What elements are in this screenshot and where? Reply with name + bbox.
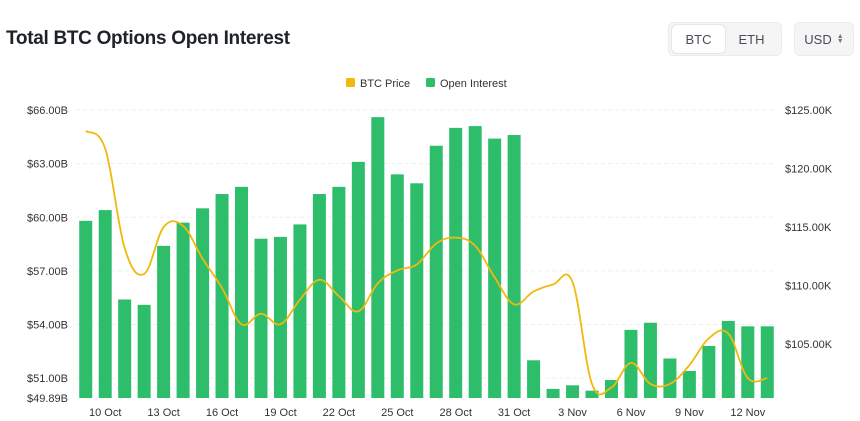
open-interest-bar[interactable] <box>507 135 521 398</box>
open-interest-bar[interactable] <box>176 222 190 398</box>
open-interest-bar[interactable] <box>546 388 560 398</box>
open-interest-bar[interactable] <box>741 326 755 398</box>
open-interest-bar[interactable] <box>351 161 365 398</box>
y-right-tick-label: $115.00K <box>785 222 832 234</box>
y-left-tick-label: $57.00B <box>27 266 68 278</box>
x-tick-label: 22 Oct <box>323 407 355 419</box>
legend-swatch-open-interest <box>426 78 435 87</box>
currency-select-value: USD <box>804 31 832 47</box>
x-tick-label: 6 Nov <box>617 407 646 419</box>
chevron-up-down-icon: ▲ ▼ <box>836 33 844 45</box>
open-interest-bar[interactable] <box>585 390 599 398</box>
open-interest-bar[interactable] <box>293 224 307 398</box>
open-interest-bar[interactable] <box>98 210 112 398</box>
eth-toggle-button[interactable]: ETH <box>738 31 765 47</box>
open-interest-bar[interactable] <box>488 138 502 399</box>
btc-price-line <box>85 130 768 396</box>
y-right-tick-label: $125.00K <box>785 105 833 117</box>
y-left-tick-label: $49.89B <box>27 393 68 405</box>
open-interest-bar[interactable] <box>449 127 463 398</box>
legend-label-open-interest[interactable]: Open Interest <box>440 78 507 90</box>
open-interest-bar[interactable] <box>468 126 482 398</box>
open-interest-bar[interactable] <box>196 208 210 398</box>
open-interest-bar[interactable] <box>273 236 287 398</box>
open-interest-bar[interactable] <box>390 174 404 398</box>
x-tick-label: 12 Nov <box>730 407 765 419</box>
asset-toggle: BTC ETH <box>668 22 782 56</box>
y-left-tick-label: $66.00B <box>27 105 68 117</box>
x-tick-label: 13 Oct <box>147 407 179 419</box>
open-interest-bar[interactable] <box>429 145 443 398</box>
y-left-tick-label: $60.00B <box>27 212 68 224</box>
open-interest-bar[interactable] <box>702 345 716 398</box>
open-interest-bar[interactable] <box>332 186 346 398</box>
x-tick-label: 28 Oct <box>440 407 472 419</box>
open-interest-bar[interactable] <box>215 194 229 398</box>
currency-select[interactable]: USD ▲ ▼ <box>794 22 854 56</box>
x-tick-label: 19 Oct <box>264 407 296 419</box>
x-tick-label: 16 Oct <box>206 407 238 419</box>
y-right-tick-label: $110.00K <box>785 281 832 293</box>
y-left-tick-label: $63.00B <box>27 159 68 171</box>
y-left-tick-label: $54.00B <box>27 320 68 332</box>
x-tick-label: 31 Oct <box>498 407 530 419</box>
chart-legend: BTC Price Open Interest <box>346 78 507 90</box>
open-interest-bar[interactable] <box>235 186 249 398</box>
x-tick-label: 3 Nov <box>558 407 587 419</box>
y-right-tick-label: $120.00K <box>785 164 833 176</box>
open-interest-bar[interactable] <box>643 322 657 398</box>
open-interest-bar[interactable] <box>760 326 774 398</box>
open-interest-bar[interactable] <box>79 220 93 398</box>
open-interest-bar[interactable] <box>137 304 151 398</box>
open-interest-bar[interactable] <box>157 245 171 398</box>
x-tick-label: 25 Oct <box>381 407 413 419</box>
x-tick-label: 10 Oct <box>89 407 121 419</box>
open-interest-bar[interactable] <box>663 358 677 398</box>
y-axis-left: $66.00B $63.00B $60.00B $57.00B $54.00B $51.0… <box>27 105 68 405</box>
open-interest-bar[interactable] <box>682 371 696 398</box>
y-right-tick-label: $105.00K <box>785 339 833 351</box>
btc-toggle-button[interactable]: BTC <box>672 25 725 53</box>
btc-price-series-line[interactable] <box>85 130 768 396</box>
open-interest-bar[interactable] <box>312 194 326 398</box>
x-tick-label: 9 Nov <box>675 407 704 419</box>
open-interest-bar[interactable] <box>118 299 132 398</box>
grid-lines <box>76 109 777 379</box>
y-left-tick-label: $51.00B <box>27 373 68 385</box>
legend-swatch-btc-price <box>346 78 355 87</box>
open-interest-bar[interactable] <box>566 385 580 398</box>
open-interest-bar[interactable] <box>527 360 541 398</box>
open-interest-bar[interactable] <box>410 183 424 398</box>
open-interest-bar[interactable] <box>371 117 385 398</box>
legend-label-btc-price[interactable]: BTC Price <box>360 78 410 90</box>
open-interest-bar[interactable] <box>254 238 268 398</box>
open-interest-bars <box>79 117 774 399</box>
page-title: Total BTC Options Open Interest <box>6 28 290 49</box>
open-interest-bar[interactable] <box>624 329 638 398</box>
x-axis: 10 Oct 13 Oct 16 Oct 19 Oct 22 Oct 25 Oct 28 O… <box>89 407 766 419</box>
y-axis-right: $125.00K $120.00K $115.00K $110.00K $105.00K <box>785 105 833 351</box>
